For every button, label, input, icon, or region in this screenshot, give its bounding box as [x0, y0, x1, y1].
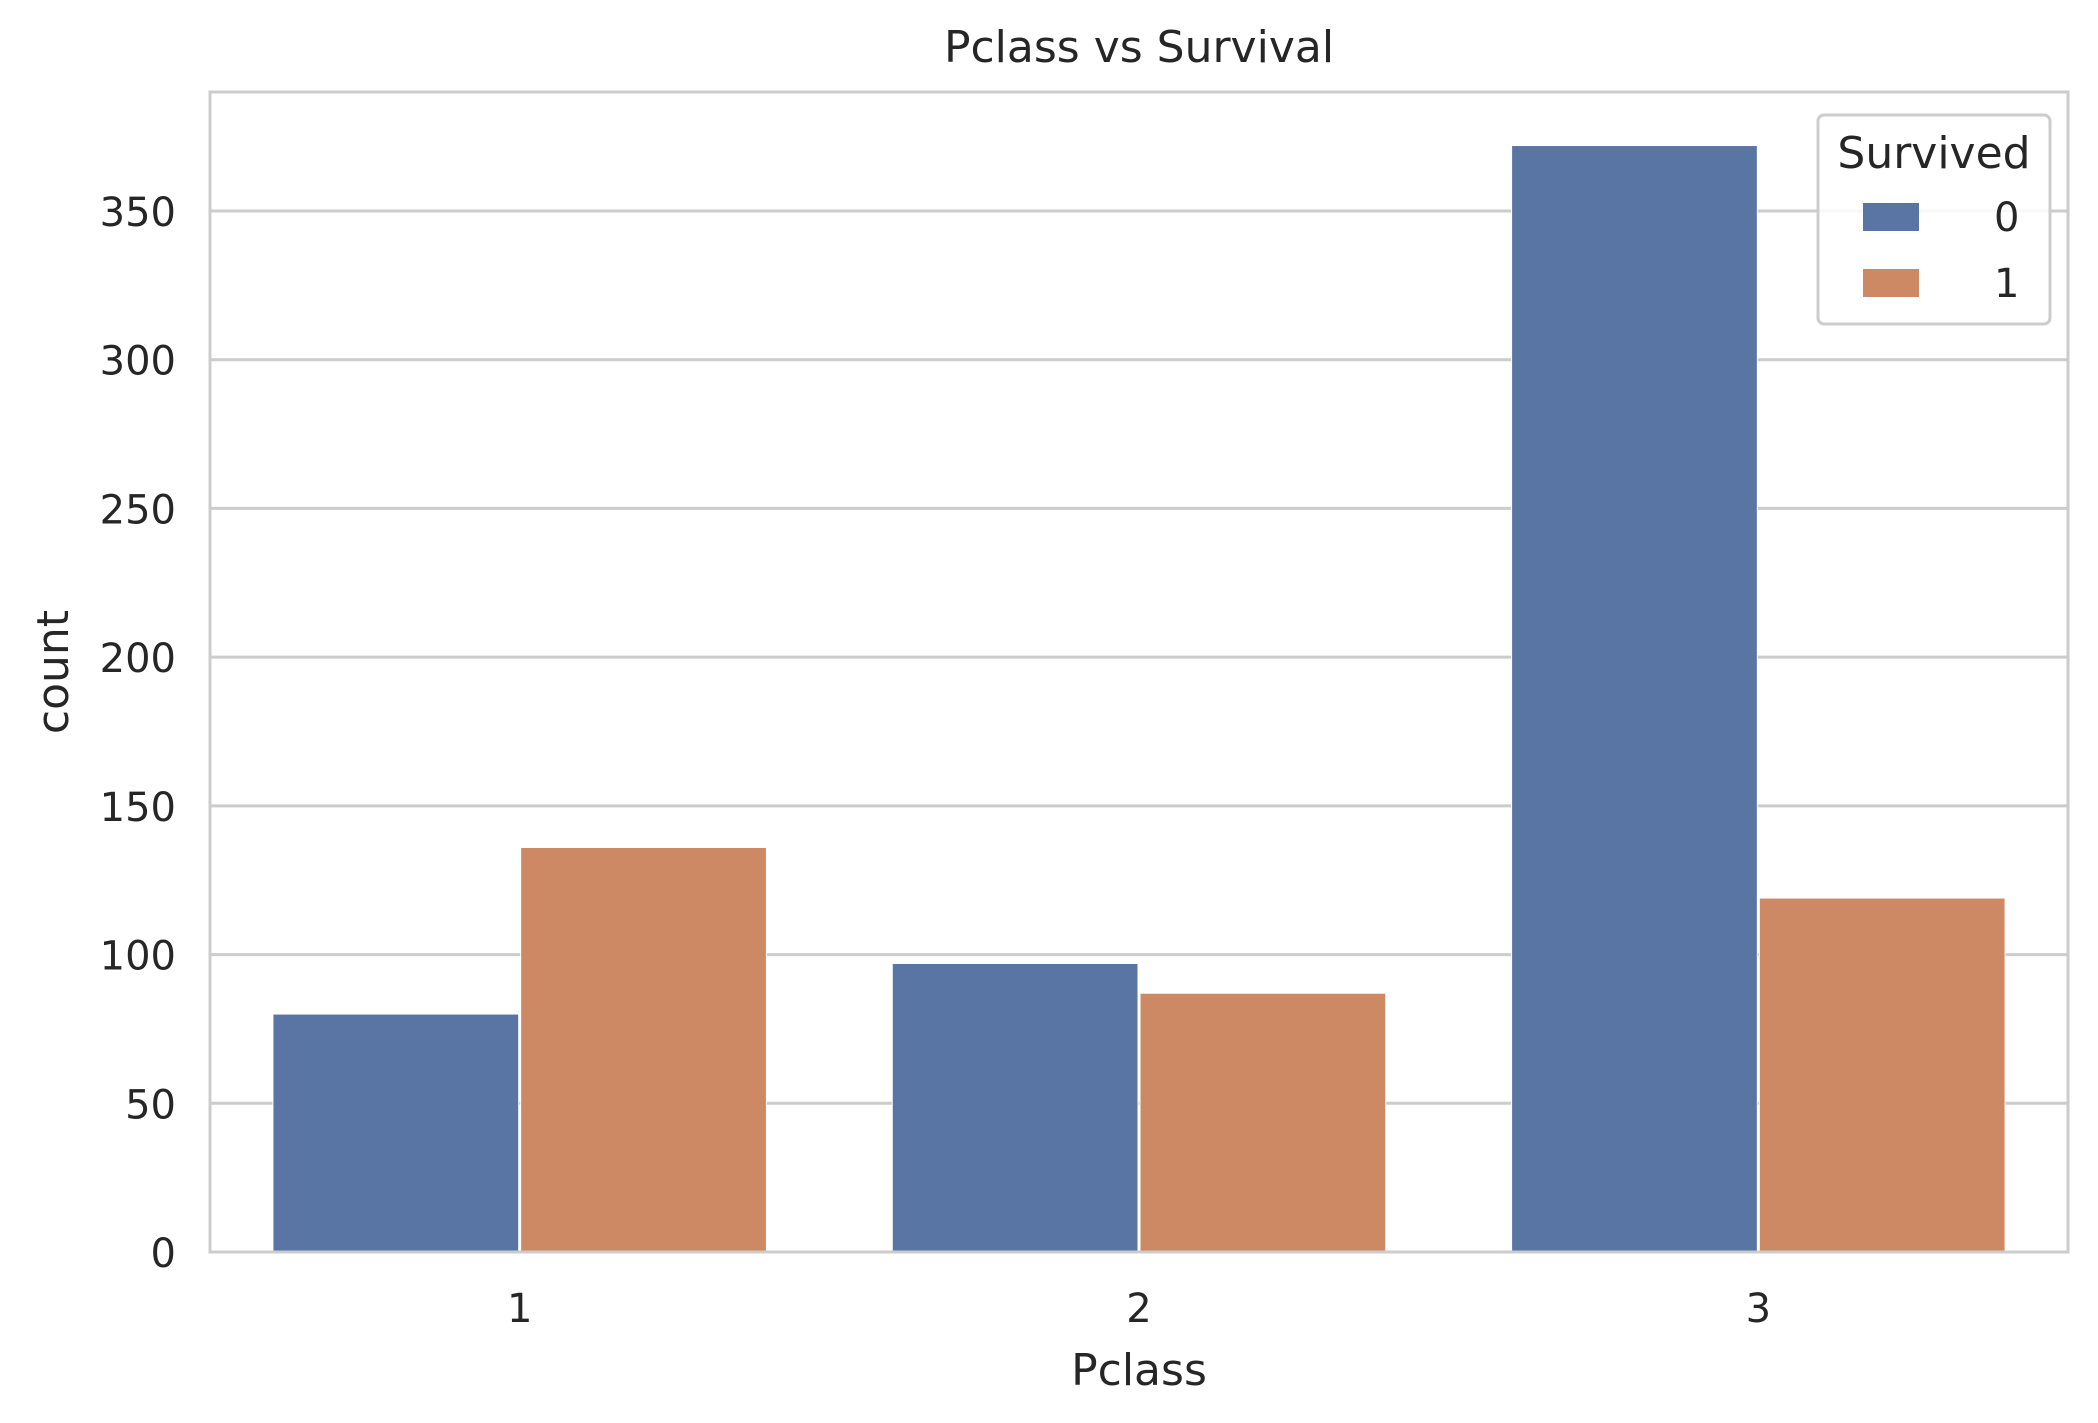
bar	[1511, 145, 1758, 1253]
gridlines	[210, 209, 2068, 1105]
legend-title: Survived	[1837, 128, 2030, 179]
plot-frame	[208, 90, 2070, 1254]
y-tick-label: 300	[100, 339, 176, 385]
bar	[520, 846, 767, 1253]
y-tick-label: 150	[100, 785, 176, 831]
bar	[272, 1013, 520, 1253]
bar	[1139, 992, 1387, 1253]
bar	[891, 962, 1139, 1253]
y-tick-label: 200	[100, 636, 176, 682]
bar	[1758, 897, 2006, 1253]
x-tick-label: 2	[1126, 1286, 1151, 1332]
y-tick-label: 250	[100, 487, 176, 533]
legend-label: 1	[1994, 261, 2019, 307]
chart-title: Pclass vs Survival	[944, 22, 1334, 73]
legend: Survived 01	[1816, 113, 2052, 326]
y-tick-labels: 0 50 100 150 200 250 300 350	[100, 190, 176, 1277]
bars	[272, 145, 2006, 1253]
legend-swatch	[1863, 203, 1919, 231]
x-tick-label: 1	[507, 1286, 532, 1332]
x-axis-label: Pclass	[1071, 1345, 1207, 1396]
legend-label: 0	[1994, 195, 2019, 241]
y-tick-label: 350	[100, 190, 176, 236]
legend-swatch	[1863, 269, 1919, 297]
legend-items: 01	[1863, 195, 2019, 307]
x-tick-labels: 1 2 3	[507, 1286, 1771, 1332]
y-axis-label: count	[28, 610, 79, 734]
y-tick-label: 50	[125, 1082, 176, 1128]
x-tick-label: 3	[1746, 1286, 1771, 1332]
y-tick-label: 100	[100, 934, 176, 980]
y-tick-label: 0	[151, 1231, 176, 1277]
